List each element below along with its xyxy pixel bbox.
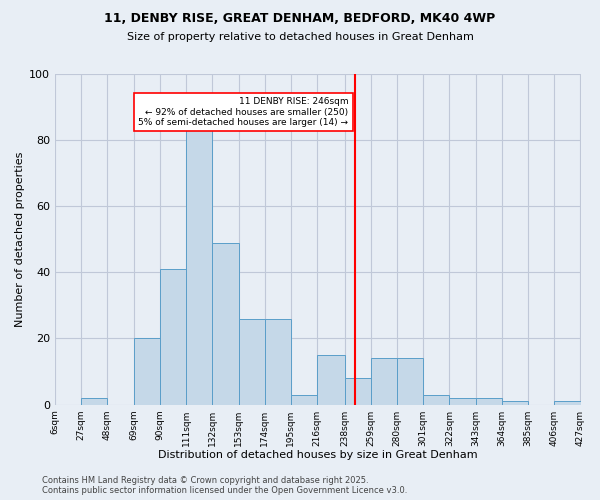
Text: Size of property relative to detached houses in Great Denham: Size of property relative to detached ho…: [127, 32, 473, 42]
Y-axis label: Number of detached properties: Number of detached properties: [15, 152, 25, 327]
Bar: [476, 398, 502, 404]
Bar: [554, 402, 581, 404]
Bar: [397, 358, 423, 405]
Bar: [81, 398, 107, 404]
Bar: [160, 269, 186, 404]
Bar: [317, 355, 344, 405]
Bar: [186, 127, 212, 404]
Bar: [371, 358, 397, 405]
Text: 11 DENBY RISE: 246sqm
← 92% of detached houses are smaller (250)
5% of semi-deta: 11 DENBY RISE: 246sqm ← 92% of detached …: [139, 97, 349, 127]
Bar: [344, 378, 371, 404]
Bar: [291, 394, 317, 404]
Text: Contains HM Land Registry data © Crown copyright and database right 2025.
Contai: Contains HM Land Registry data © Crown c…: [42, 476, 407, 495]
Bar: [502, 402, 528, 404]
Bar: [239, 318, 265, 404]
Bar: [212, 242, 239, 404]
Bar: [449, 398, 476, 404]
Text: 11, DENBY RISE, GREAT DENHAM, BEDFORD, MK40 4WP: 11, DENBY RISE, GREAT DENHAM, BEDFORD, M…: [104, 12, 496, 26]
Bar: [423, 394, 449, 404]
Bar: [134, 338, 160, 404]
Bar: [265, 318, 291, 404]
X-axis label: Distribution of detached houses by size in Great Denham: Distribution of detached houses by size …: [158, 450, 478, 460]
